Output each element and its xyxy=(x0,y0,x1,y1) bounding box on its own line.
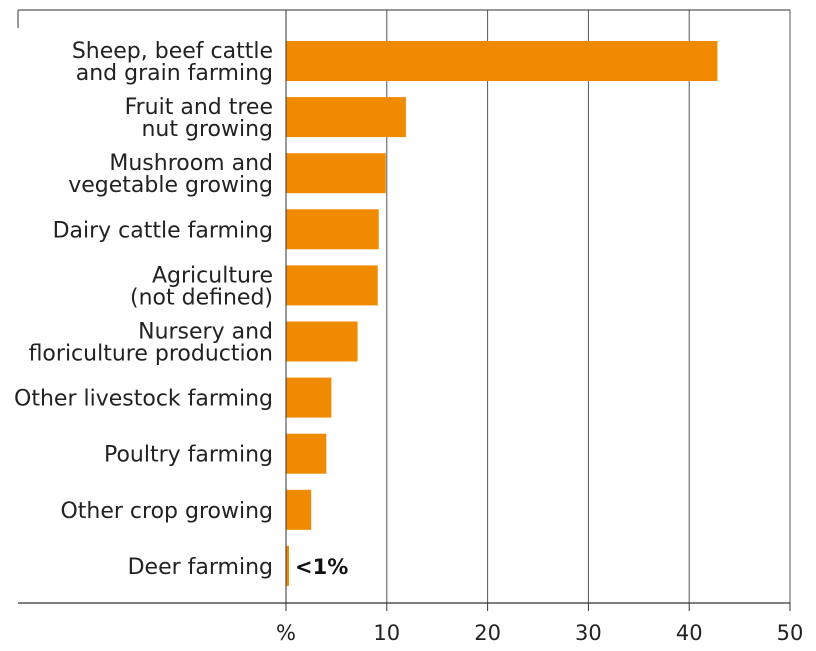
x-tick-label: % xyxy=(276,621,296,645)
bar-4 xyxy=(286,265,378,306)
gridlines xyxy=(386,10,791,603)
category-label: and grain farming xyxy=(76,61,273,86)
category-label: Poultry farming xyxy=(104,443,273,468)
bars xyxy=(286,41,718,586)
category-label: Mushroom and xyxy=(109,151,273,176)
category-label: nut growing xyxy=(141,117,273,142)
category-label: Agriculture xyxy=(152,263,273,288)
bar-1 xyxy=(286,97,406,138)
bar-0 xyxy=(286,41,718,81)
category-label: (not defined) xyxy=(130,285,273,310)
x-tick-label: 20 xyxy=(474,621,501,645)
x-tick-label: 30 xyxy=(575,621,602,645)
bar-3 xyxy=(286,209,379,250)
x-axis: % 10 20 30 40 50 xyxy=(17,9,804,645)
x-tick-label: 50 xyxy=(777,621,804,645)
category-label: Fruit and tree xyxy=(125,95,273,120)
x-tick-label: 40 xyxy=(676,621,703,645)
bar-9 xyxy=(286,545,290,586)
bar-8 xyxy=(286,489,312,530)
category-label: Other livestock farming xyxy=(14,387,273,412)
value-label: <1% xyxy=(295,555,348,579)
value-labels: <1% xyxy=(295,555,348,579)
bar-5 xyxy=(286,321,358,362)
bar-2 xyxy=(286,153,386,194)
category-label: floriculture production xyxy=(29,342,273,367)
category-label: Deer farming xyxy=(128,555,273,580)
x-tick-label: 10 xyxy=(373,621,400,645)
category-label: vegetable growing xyxy=(68,173,273,198)
category-label: Nursery and xyxy=(138,320,273,345)
category-label: Other crop growing xyxy=(60,499,273,524)
bar-7 xyxy=(286,433,327,474)
category-label: Sheep, beef cattle xyxy=(72,39,273,64)
category-label: Dairy cattle farming xyxy=(53,218,273,243)
bar-6 xyxy=(286,377,332,418)
